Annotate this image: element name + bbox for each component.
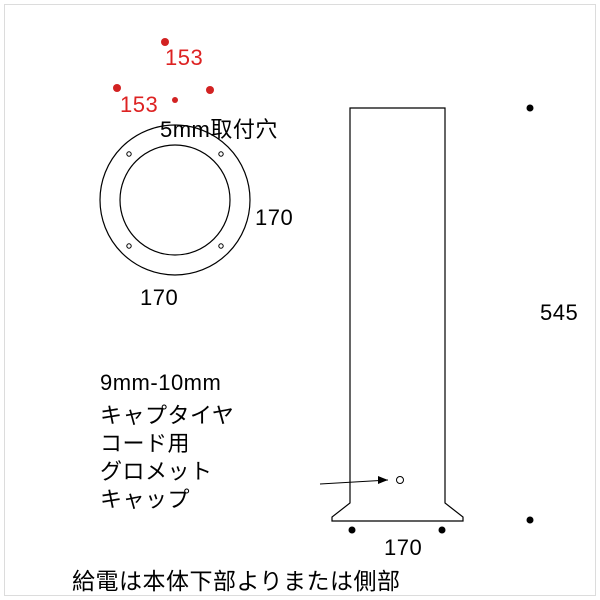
top-view bbox=[100, 38, 250, 275]
label-545: 545 bbox=[540, 300, 578, 326]
label-grommet-4: キャップ bbox=[100, 482, 190, 514]
label-footer: 給電は本体下部よりまたは側部 bbox=[72, 562, 401, 596]
label-153-left: 153 bbox=[120, 92, 158, 118]
label-170-right: 170 bbox=[255, 205, 293, 231]
label-grommet-spec: 9mm-10mm bbox=[100, 370, 221, 396]
label-mount-hole: 5mm取付穴 bbox=[160, 112, 278, 144]
diagram-svg bbox=[0, 0, 600, 600]
label-base-170: 170 bbox=[384, 535, 422, 561]
label-153-top: 153 bbox=[165, 45, 203, 71]
label-170-bottom: 170 bbox=[140, 285, 178, 311]
side-view bbox=[320, 105, 534, 534]
